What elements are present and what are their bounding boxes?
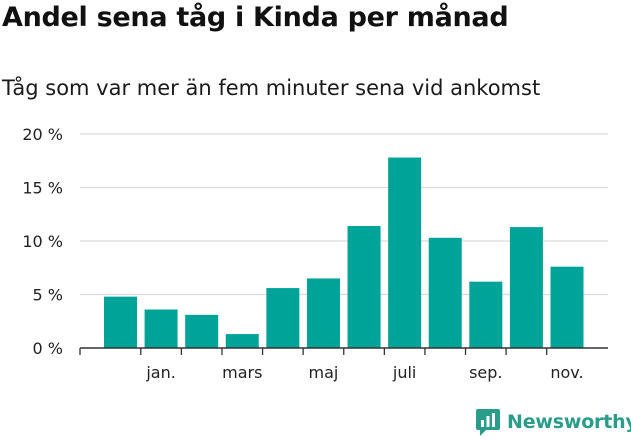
chart-subtitle: Tåg som var mer än fem minuter sena vid … [2,76,541,100]
newsworthy-logo-icon [476,409,500,436]
bar-dec [104,296,137,348]
bar-feb [185,314,219,348]
x-tick-label: maj [309,363,339,382]
bars [104,157,584,348]
bar-maj [306,278,340,348]
bar-sep [469,281,503,348]
newsworthy-logo-text: Newsworthy [507,411,631,433]
y-tick-label: 20 % [22,125,63,144]
chart-title: Andel sena tåg i Kinda per månad [2,2,509,33]
y-axis-labels: 0 % 5 % 10 % 15 % 20 % [22,125,63,358]
bar-aug [428,237,462,348]
x-tick-label: jan. [145,363,175,382]
y-tick-label: 10 % [22,232,63,251]
bar-juli [388,157,422,348]
bar-juni [347,226,381,348]
x-tick-label: sep. [469,363,502,382]
bar-okt [509,227,543,348]
y-tick-label: 15 % [22,179,63,198]
y-tick-label: 0 % [33,339,63,358]
newsworthy-logo: Newsworthy [475,406,631,438]
x-tick-label: juli [392,363,416,382]
bar-chart: 0 % 5 % 10 % 15 % 20 % jan. mars maj juli sep. no… [22,125,608,382]
y-tick-label: 5 % [33,286,63,305]
bar-nov [550,266,584,348]
bar-apr [266,288,300,348]
bar-mars [225,334,259,348]
x-tick-label: nov. [550,363,583,382]
x-axis [79,347,608,355]
x-tick-label: mars [222,363,262,382]
bar-jan [144,309,178,348]
x-axis-labels: jan. mars maj juli sep. nov. [145,363,583,382]
